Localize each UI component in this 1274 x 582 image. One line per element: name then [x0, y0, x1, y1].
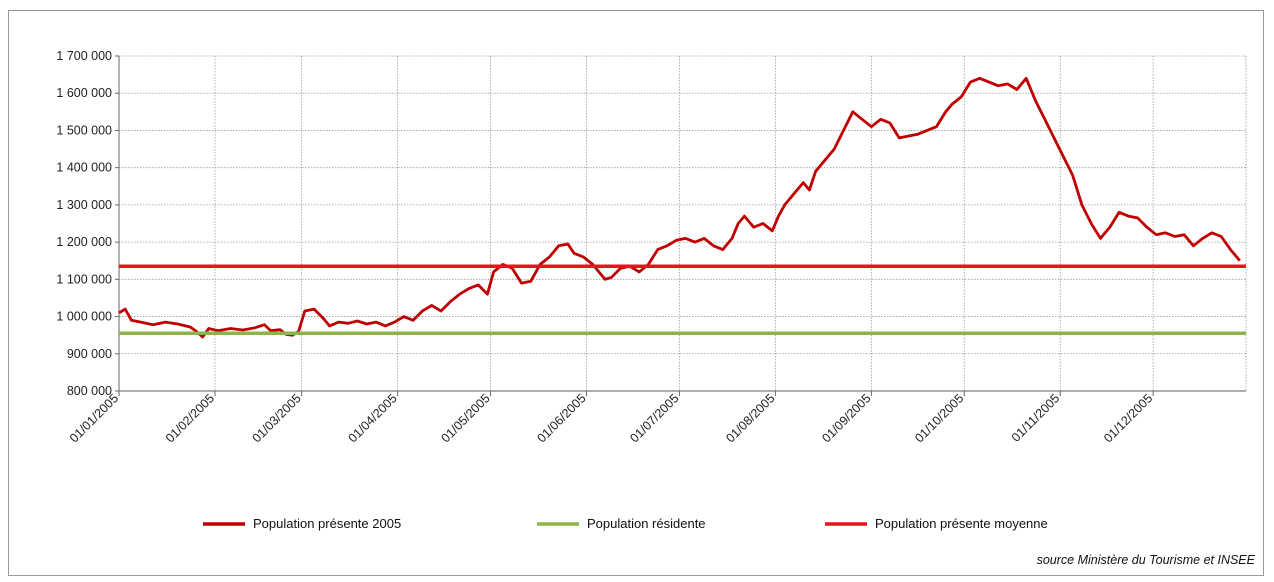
chart-frame: 800 000 900 000 1 000 000 1 100 000 1 200 00… [8, 10, 1264, 576]
chart-canvas: 800 000 900 000 1 000 000 1 100 000 1 200 00… [56, 49, 1256, 567]
axes [115, 55, 1246, 396]
grid-layer [118, 55, 1247, 392]
y-tick-label: 1 300 000 [56, 198, 112, 212]
y-tick-label: 900 000 [67, 347, 112, 361]
series-population-presente-2005 [118, 76, 1241, 339]
y-tick-label: 1 500 000 [56, 123, 112, 137]
x-tick-label: 01/11/2005 [1009, 391, 1063, 445]
y-tick-label: 1 100 000 [56, 272, 112, 286]
y-tick-label: 1 000 000 [56, 310, 112, 324]
series-layer [118, 76, 1246, 339]
y-tick-label: 1 400 000 [56, 161, 112, 175]
x-tick-label: 01/12/2005 [1101, 391, 1155, 445]
x-tick-label: 01/07/2005 [627, 391, 681, 445]
legend-label-population-residente: Population résidente [587, 516, 706, 531]
x-tick-labels: 01/01/2005 01/02/2005 01/03/2005 01/04/2005… [67, 391, 1155, 445]
x-tick-label: 01/10/2005 [912, 391, 966, 445]
y-tick-label: 1 200 000 [56, 235, 112, 249]
source-note: source Ministère du Tourisme et INSEE [1037, 553, 1256, 567]
legend-label-population-presente-2005: Population présente 2005 [253, 516, 401, 531]
legend: Population présente 2005 Population rési… [203, 516, 1048, 531]
x-tick-label: 01/09/2005 [819, 391, 873, 445]
x-tick-label: 01/03/2005 [250, 391, 304, 445]
x-tick-label: 01/05/2005 [439, 391, 493, 445]
x-tick-label: 01/04/2005 [346, 391, 400, 445]
y-tick-label: 1 600 000 [56, 86, 112, 100]
x-tick-label: 01/02/2005 [163, 391, 217, 445]
y-tick-label: 800 000 [67, 384, 112, 398]
y-tick-labels: 800 000 900 000 1 000 000 1 100 000 1 200 00… [56, 49, 112, 398]
x-tick-label: 01/08/2005 [723, 391, 777, 445]
x-tick-label: 01/06/2005 [535, 391, 589, 445]
y-tick-label: 1 700 000 [56, 49, 112, 63]
x-tick-label: 01/01/2005 [67, 391, 121, 445]
legend-label-population-presente-moyenne: Population présente moyenne [875, 516, 1048, 531]
